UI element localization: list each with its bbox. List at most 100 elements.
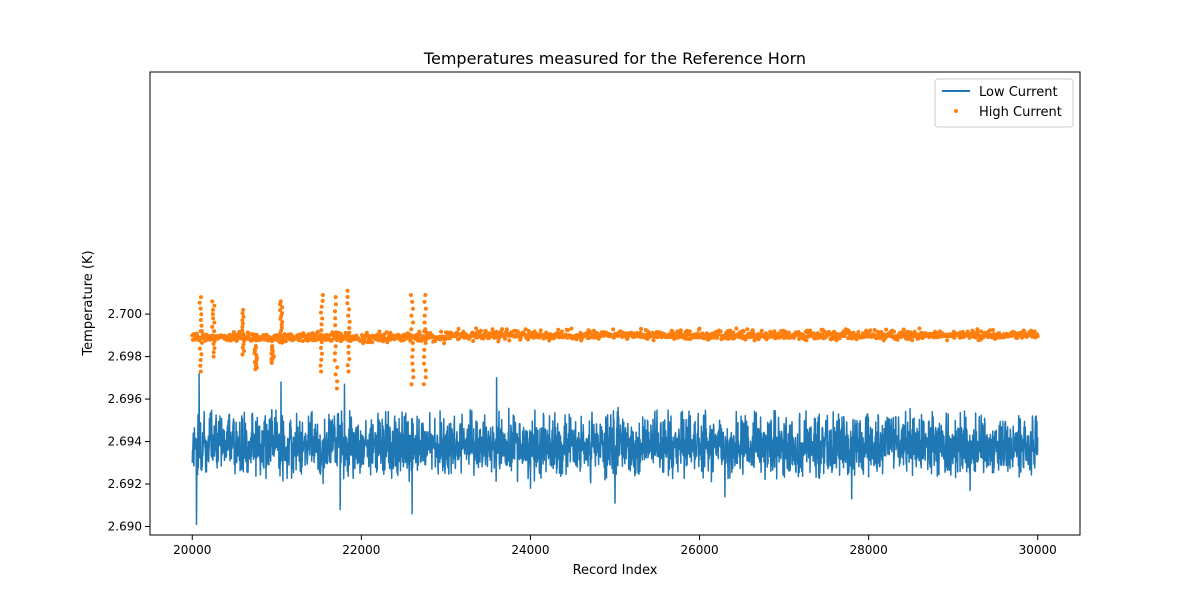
high-current-point bbox=[591, 328, 596, 333]
high-current-point bbox=[569, 326, 574, 331]
high-current-point bbox=[277, 334, 282, 339]
high-current-point bbox=[333, 344, 338, 349]
high-current-point bbox=[423, 375, 428, 380]
high-current-point bbox=[490, 327, 495, 332]
high-current-point bbox=[333, 372, 338, 377]
high-current-point bbox=[422, 313, 427, 318]
low-current-line bbox=[191, 372, 1039, 526]
high-current-point bbox=[320, 334, 325, 339]
high-current-point bbox=[199, 312, 204, 317]
high-current-point bbox=[500, 327, 505, 332]
high-current-point bbox=[347, 357, 352, 361]
high-current-point bbox=[231, 330, 236, 335]
high-current-point bbox=[240, 331, 245, 336]
high-current-point bbox=[1032, 329, 1037, 334]
high-current-point bbox=[587, 335, 591, 340]
high-current-point bbox=[422, 361, 426, 366]
high-current-point bbox=[212, 329, 217, 334]
high-current-point bbox=[409, 327, 414, 332]
high-current-point bbox=[478, 328, 483, 333]
high-current-point bbox=[424, 337, 428, 342]
chart-title: Temperatures measured for the Reference … bbox=[423, 49, 806, 68]
high-current-point bbox=[241, 307, 246, 312]
high-current-point bbox=[333, 351, 337, 356]
high-current-point bbox=[210, 307, 215, 312]
high-current-point bbox=[538, 328, 543, 333]
high-current-point bbox=[772, 329, 777, 334]
x-axis-label: Record Index bbox=[573, 563, 658, 578]
high-current-point bbox=[345, 288, 350, 293]
high-current-point bbox=[211, 354, 216, 359]
high-current-point bbox=[280, 320, 285, 324]
high-current-point bbox=[240, 345, 245, 350]
high-current-point bbox=[241, 314, 246, 319]
high-current-point bbox=[199, 323, 204, 328]
high-current-point bbox=[991, 328, 995, 332]
high-current-point bbox=[319, 340, 324, 345]
high-current-point bbox=[834, 338, 839, 343]
legend: Low Current High Current bbox=[934, 78, 1074, 128]
high-current-point bbox=[197, 346, 202, 351]
high-current-point bbox=[241, 335, 246, 340]
high-current-point bbox=[507, 338, 512, 343]
high-current-point bbox=[235, 338, 239, 343]
high-current-point bbox=[593, 335, 598, 340]
high-current-point bbox=[868, 328, 873, 333]
x-tick-label: 26000 bbox=[680, 543, 718, 557]
high-current-point bbox=[240, 328, 245, 333]
high-current-point bbox=[409, 313, 414, 318]
high-current-point bbox=[332, 358, 337, 363]
high-current-point bbox=[559, 329, 564, 334]
high-current-point bbox=[240, 311, 245, 316]
high-current-point bbox=[410, 341, 415, 345]
x-tick-label: 22000 bbox=[342, 543, 380, 557]
high-current-point bbox=[345, 295, 350, 299]
high-current-point bbox=[240, 325, 245, 329]
high-current-point bbox=[212, 320, 217, 325]
high-current-point bbox=[410, 361, 415, 366]
y-axis-label: Temperature (K) bbox=[81, 250, 96, 356]
series-low-current bbox=[191, 372, 1039, 526]
high-current-point bbox=[556, 327, 561, 332]
x-tick-label: 28000 bbox=[850, 543, 888, 557]
high-current-point bbox=[625, 336, 630, 341]
y-tick-label: 2.694 bbox=[108, 435, 142, 449]
high-current-point bbox=[198, 358, 203, 362]
high-current-point bbox=[212, 337, 217, 342]
high-current-point bbox=[410, 299, 415, 304]
y-tick-label: 2.690 bbox=[108, 520, 142, 534]
legend-low-current-label: Low Current bbox=[979, 85, 1058, 100]
legend-high-current-swatch bbox=[954, 109, 958, 113]
high-current-point bbox=[442, 341, 447, 346]
high-current-point bbox=[320, 298, 325, 303]
high-current-point bbox=[280, 311, 285, 316]
high-current-point bbox=[370, 340, 375, 345]
high-current-point bbox=[319, 369, 324, 374]
axes-frame bbox=[149, 71, 1081, 536]
high-current-point bbox=[270, 344, 275, 348]
legend-high-current-label: High Current bbox=[979, 105, 1062, 120]
high-current-point bbox=[319, 328, 324, 333]
high-current-point bbox=[639, 326, 643, 331]
high-current-point bbox=[320, 293, 325, 297]
high-current-point bbox=[422, 299, 427, 304]
high-current-point bbox=[333, 302, 338, 307]
high-current-point bbox=[731, 330, 736, 335]
high-current-point bbox=[300, 339, 305, 343]
high-current-point bbox=[240, 321, 245, 326]
high-current-point bbox=[421, 382, 426, 387]
x-axis: 20000 22000 24000 26000 28000 30000 bbox=[173, 535, 1057, 557]
high-current-point bbox=[496, 339, 501, 344]
high-current-point bbox=[297, 338, 302, 343]
high-current-point bbox=[411, 320, 415, 325]
y-tick-label: 2.698 bbox=[108, 350, 142, 364]
high-current-point bbox=[315, 329, 320, 334]
high-current-point bbox=[212, 303, 217, 308]
high-current-point bbox=[333, 309, 337, 314]
high-current-point bbox=[346, 344, 351, 349]
high-current-point bbox=[409, 334, 414, 339]
high-current-point bbox=[786, 330, 791, 335]
high-current-point bbox=[936, 335, 941, 340]
high-current-point bbox=[210, 324, 215, 329]
